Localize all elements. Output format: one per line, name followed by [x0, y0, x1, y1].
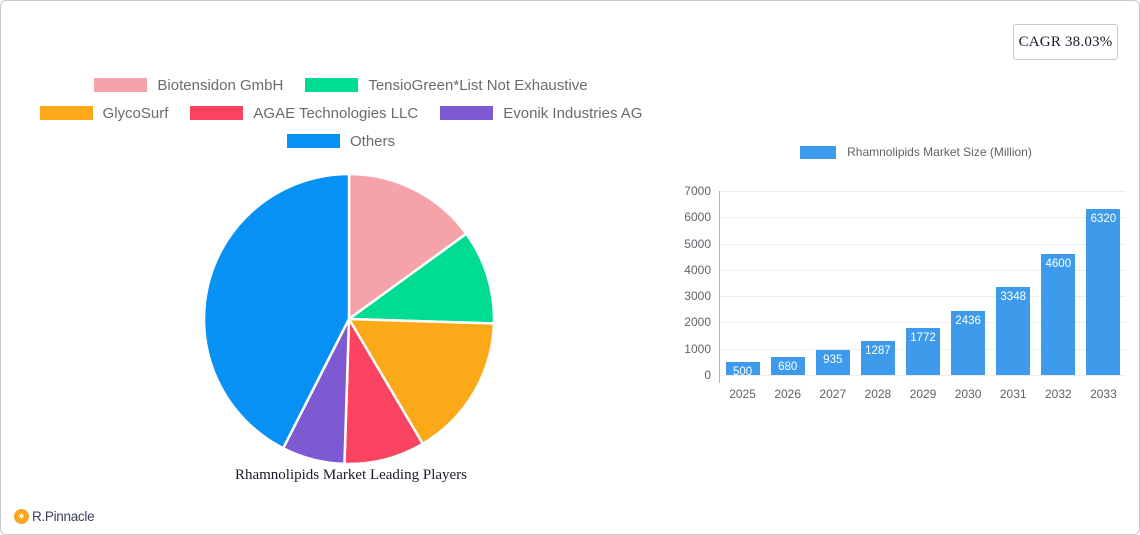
bar-value-label: 3348: [1000, 291, 1026, 303]
bar-column[interactable]: 1772: [900, 191, 945, 375]
pie-legend-item[interactable]: GlycoSurf: [39, 104, 169, 122]
bar-column[interactable]: 6320: [1081, 191, 1126, 375]
pie-legend-swatch-icon: [440, 106, 494, 120]
pie-chart: [204, 174, 494, 464]
bar-value-label: 2436: [955, 314, 981, 327]
pie-slice[interactable]: [343, 314, 425, 464]
y-axis-tick-label: 0: [704, 368, 711, 382]
bar[interactable]: 500: [725, 361, 760, 378]
pie-legend-row: Others: [11, 127, 671, 155]
bar-value-label: 935: [823, 354, 843, 367]
x-axis-tick-label: 2033: [1090, 387, 1117, 401]
pie-legend-row: Biotensidon GmbH TensioGreen*List Not Exh…: [11, 71, 671, 99]
bar[interactable]: 6320: [1086, 208, 1121, 375]
gridline: [719, 243, 1125, 245]
bar-column[interactable]: 2436: [946, 191, 991, 375]
bar-column[interactable]: 680: [765, 191, 810, 375]
bar-legend-swatch-icon: [800, 145, 837, 159]
pie-legend-item[interactable]: Others: [286, 132, 395, 150]
gridline: [719, 375, 1125, 376]
gridline: [719, 322, 1125, 324]
cagr-badge-label: CAGR 38.03%: [1018, 33, 1113, 50]
pie-legend-item[interactable]: Biotensidon GmbH: [94, 77, 283, 94]
pie-slice[interactable]: [345, 232, 494, 325]
logo-circle-icon: ✶: [14, 509, 29, 524]
cagr-badge: CAGR 38.03%: [1013, 24, 1118, 60]
bar-value-label: 680: [778, 361, 798, 374]
x-axis-tick-label: 2025: [729, 387, 756, 401]
pie-chart-svg: [204, 174, 494, 464]
pie-legend-swatch-icon: [39, 106, 93, 120]
bar-column[interactable]: 500: [720, 191, 765, 378]
bar-value-label: 500: [732, 365, 753, 378]
x-axis-tick-label: 2027: [819, 387, 847, 401]
bar-legend-label: Rhamnolipids Market Size (Million): [847, 145, 1032, 159]
gridline: [719, 191, 1125, 192]
pie-legend: Biotensidon GmbH TensioGreen*List Not Exh…: [11, 71, 671, 155]
pie-legend-label: Biotensidon GmbH: [157, 76, 284, 94]
bar-column[interactable]: 3348: [991, 191, 1036, 375]
x-axis-tick-label: 2032: [1044, 387, 1072, 401]
y-axis-tick-label: 3000: [684, 289, 711, 304]
bar[interactable]: 2436: [951, 310, 986, 375]
x-axis-tick-label: 2031: [999, 387, 1027, 401]
y-axis-tick-label: 7000: [684, 184, 711, 198]
y-axis-tick-label: 2000: [684, 315, 711, 330]
pie-legend-swatch-icon: [286, 134, 340, 148]
pie-slice[interactable]: [346, 317, 494, 446]
pie-legend-label: GlycoSurf: [102, 104, 169, 122]
gridline: [719, 269, 1125, 271]
bar[interactable]: 935: [815, 350, 850, 375]
bar-value-label: 1287: [865, 345, 891, 358]
x-axis-tick-label: 2028: [864, 387, 892, 401]
pie-slice[interactable]: [347, 174, 469, 322]
x-axis-tick-label: 2029: [909, 387, 937, 401]
pie-legend-swatch-icon: [94, 78, 148, 92]
bar[interactable]: 4600: [1041, 254, 1076, 375]
bar[interactable]: 1287: [860, 341, 895, 375]
y-axis-tick-label: 6000: [684, 210, 711, 225]
y-axis-line: [719, 191, 720, 383]
y-axis-tick-label: 4000: [684, 262, 711, 277]
gridline: [719, 296, 1125, 298]
bar-column[interactable]: 1287: [855, 191, 900, 375]
pie-legend-label: Others: [349, 132, 395, 150]
pie-legend-item[interactable]: AGAE Technologies LLC: [190, 105, 418, 122]
pie-slice[interactable]: [204, 174, 351, 450]
x-axis-tick-label: 2026: [774, 387, 802, 401]
y-axis-tick-label: 5000: [684, 236, 711, 251]
pie-legend-item[interactable]: TensioGreen*List Not Exhaustive: [305, 76, 588, 94]
pie-legend-swatch-icon: [190, 106, 244, 120]
bar-value-label: 6320: [1090, 212, 1117, 225]
pie-chart-title: Rhamnolipids Market Leading Players: [234, 467, 468, 483]
pie-legend-label: AGAE Technologies LLC: [253, 104, 419, 122]
logo-text: R.Pinnacle: [32, 509, 95, 524]
bar-chart-plot: 0 1000 2000 3000 4000 5000 6000 7000 500 680 935 12…: [673, 163, 1129, 403]
x-axis-labels: 2025 2026 2027 2028 2029 2030 2031 2032 2033: [720, 387, 1126, 401]
pie-legend-label: Evonik Industries AG: [503, 104, 643, 122]
x-axis-tick-label: 2030: [954, 387, 982, 401]
bars-area: 500 680 935 1287 1772 2436 3348 4600 6320: [720, 191, 1126, 378]
pie-legend-item[interactable]: Evonik Industries AG: [440, 105, 642, 122]
y-axis-tick-label: 1000: [684, 341, 711, 356]
pie-legend-label: TensioGreen*List Not Exhaustive: [368, 76, 588, 94]
brand-logo: ✶ R.Pinnacle: [14, 509, 95, 524]
bar-column[interactable]: 935: [810, 191, 855, 375]
gridline: [719, 217, 1125, 219]
pie-legend-row: GlycoSurf AGAE Technologies LLC Evonik Ind…: [11, 99, 671, 127]
pie-legend-swatch-icon: [305, 78, 359, 92]
bar-chart-legend: Rhamnolipids Market Size (Million): [673, 141, 1129, 163]
bar[interactable]: 1772: [905, 328, 940, 375]
bar-chart: Rhamnolipids Market Size (Million) 0 1000…: [673, 141, 1129, 411]
bar-value-label: 1772: [910, 332, 936, 345]
bar[interactable]: 680: [770, 357, 805, 375]
bar-column[interactable]: 4600: [1036, 191, 1081, 375]
bar[interactable]: 3348: [996, 287, 1031, 375]
bar-value-label: 4600: [1045, 258, 1072, 271]
